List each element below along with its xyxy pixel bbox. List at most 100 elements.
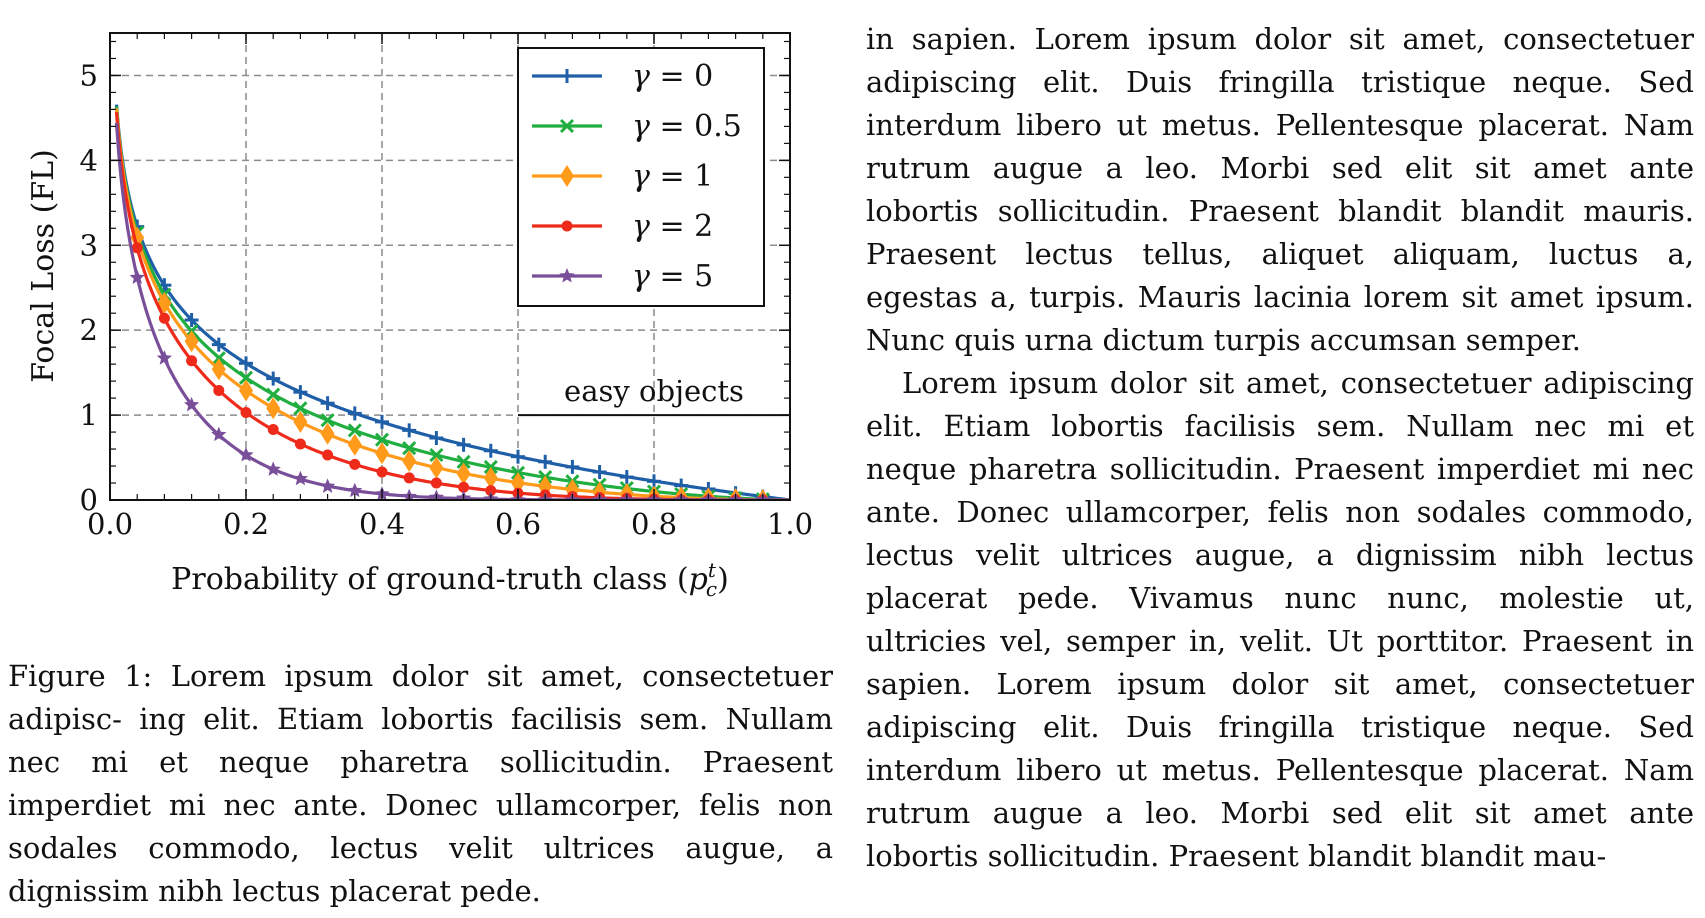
marker-shape <box>376 466 388 478</box>
data-point <box>538 454 553 469</box>
data-point <box>483 466 498 489</box>
legend-label: γ = 1 <box>632 159 713 194</box>
x-tick-label: 0.0 <box>87 507 133 541</box>
marker-shape <box>293 410 308 433</box>
data-point <box>156 350 172 365</box>
data-point <box>403 472 415 484</box>
legend-label: γ = 0.5 <box>632 109 742 144</box>
marker-shape <box>240 407 252 419</box>
marker-stroke <box>456 454 471 469</box>
marker-shape <box>184 330 199 353</box>
body-text-column: in sapien. Lorem ipsum dolor sit amet, c… <box>866 18 1694 878</box>
data-point <box>211 358 226 381</box>
y-tick-label: 3 <box>80 228 98 262</box>
legend-marker <box>559 118 575 134</box>
series-gamma-0 <box>114 104 790 500</box>
data-point <box>483 459 498 474</box>
series-line <box>114 122 790 500</box>
marker-stroke <box>559 118 575 134</box>
data-point <box>458 481 470 493</box>
marker-shape <box>560 165 574 187</box>
x-axis-label: Probability of ground-truth class (pt c) <box>171 558 729 601</box>
data-point <box>347 482 363 498</box>
data-point <box>374 432 390 447</box>
data-point <box>320 413 335 428</box>
x-tick-label: 0.8 <box>631 507 677 541</box>
figure-caption: Figure 1: Lorem ipsum dolor sit amet, co… <box>8 659 833 908</box>
marker-shape <box>559 268 575 283</box>
body-paragraph-2: Lorem ipsum dolor sit amet, consectetuer… <box>866 366 1694 873</box>
marker-shape <box>483 466 498 489</box>
marker-shape <box>158 312 170 324</box>
data-point <box>184 396 200 412</box>
marker-shape <box>211 358 226 381</box>
legend-entry-3: γ = 2 <box>532 209 713 244</box>
y-axis-label: Focal Loss (FL) <box>26 149 61 383</box>
marker-shape <box>403 472 415 484</box>
x-tick-label: 0.6 <box>495 507 541 541</box>
marker-shape <box>322 449 334 461</box>
marker-shape <box>265 461 281 476</box>
marker-shape <box>402 449 417 472</box>
x-tick-label: 0.2 <box>223 507 269 541</box>
marker-stroke <box>320 413 335 428</box>
marker-shape <box>156 350 172 365</box>
data-point <box>320 422 335 445</box>
data-point <box>293 385 308 400</box>
y-tick-label: 2 <box>80 313 98 347</box>
data-point <box>430 477 442 489</box>
marker-shape <box>238 447 254 462</box>
legend-marker <box>561 220 573 232</box>
data-point <box>293 410 308 433</box>
marker-stroke <box>266 387 281 402</box>
data-point <box>186 355 198 367</box>
data-point <box>293 401 308 416</box>
marker-shape <box>429 456 444 479</box>
data-point <box>429 431 444 446</box>
data-point <box>265 461 281 476</box>
marker-shape <box>430 477 442 489</box>
figure: easy objects 0.0 0.2 0.4 0.6 0.8 1.0 0 1 2 3 4 5 γ … <box>0 0 830 620</box>
series-line <box>114 106 788 500</box>
data-point <box>213 384 225 396</box>
legend-marker <box>560 69 574 83</box>
marker-shape <box>292 470 308 486</box>
legend-entry-1: γ = 0.5 <box>532 109 742 144</box>
marker-stroke <box>374 432 390 447</box>
data-point <box>402 423 417 438</box>
marker-shape <box>131 242 143 254</box>
data-point <box>266 397 281 420</box>
data-point <box>375 442 389 465</box>
data-point <box>129 269 145 284</box>
marker-shape <box>266 397 281 420</box>
data-point <box>565 459 580 474</box>
marker-stroke <box>483 459 498 474</box>
marker-shape <box>456 462 471 485</box>
data-point <box>429 456 444 479</box>
data-point <box>322 449 334 461</box>
marker-shape <box>347 433 362 456</box>
legend-label: γ = 5 <box>632 259 713 294</box>
data-point <box>592 464 607 479</box>
data-point <box>402 441 417 456</box>
marker-shape <box>294 438 306 450</box>
data-point <box>239 379 253 402</box>
marker-shape <box>349 458 361 470</box>
focal-loss-chart: easy objects 0.0 0.2 0.4 0.6 0.8 1.0 0 1 2 3 4 5 γ … <box>26 32 813 601</box>
data-point <box>131 242 143 254</box>
data-point <box>267 424 279 436</box>
data-point <box>619 470 634 485</box>
data-point <box>211 351 226 366</box>
data-point <box>375 414 389 429</box>
data-point <box>294 438 306 450</box>
marker-shape <box>485 485 497 497</box>
marker-shape <box>186 355 198 367</box>
easy-objects-label: easy objects <box>564 374 744 408</box>
data-point <box>184 312 199 327</box>
data-point <box>347 423 362 438</box>
data-point <box>266 371 281 386</box>
marker-shape <box>320 478 336 493</box>
data-point <box>211 426 227 442</box>
marker-stroke <box>293 401 308 416</box>
marker-stroke <box>402 441 417 456</box>
